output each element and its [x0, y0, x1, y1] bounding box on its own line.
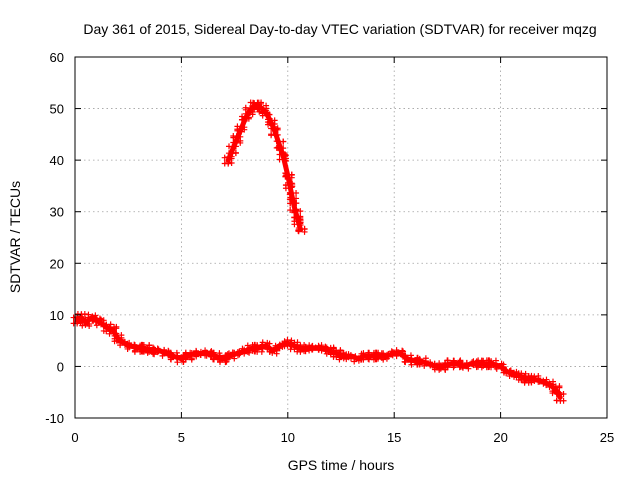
x-tick-label: 10 [281, 430, 295, 445]
data-point [230, 133, 237, 140]
data-point [521, 379, 528, 386]
x-axis-title: GPS time / hours [288, 457, 395, 473]
data-point [100, 327, 107, 334]
data-point [79, 322, 86, 329]
data-point [268, 131, 275, 138]
data-point [291, 221, 298, 228]
data-point [273, 350, 280, 357]
data-point [280, 138, 287, 145]
data-point [232, 150, 239, 157]
x-tick-label: 20 [493, 430, 507, 445]
data-point [221, 160, 228, 167]
data-point [256, 108, 263, 115]
data-point [188, 356, 195, 363]
data-point [174, 359, 181, 366]
x-tick-label: 0 [71, 430, 78, 445]
series-arc-2 [221, 99, 308, 235]
data-point [259, 112, 266, 119]
data-point [287, 207, 294, 214]
x-tick-label: 5 [178, 430, 185, 445]
data-point [234, 123, 241, 130]
data-point [408, 361, 415, 368]
plot-frame [74, 56, 608, 419]
data-point [70, 320, 77, 327]
y-axis-title: SDTVAR / TECUs [7, 181, 23, 293]
data-point [113, 323, 120, 330]
y-tick-label: 30 [50, 205, 64, 220]
data-point [553, 397, 560, 404]
data-point [560, 397, 567, 404]
y-tick-label: 10 [50, 308, 64, 323]
y-tick-label: 0 [57, 359, 64, 374]
data-point [337, 347, 344, 354]
series-trace [74, 314, 563, 400]
series-arc-1 [70, 310, 567, 404]
grid [74, 56, 608, 419]
y-tick-label: 20 [50, 256, 64, 271]
data-point [70, 314, 77, 321]
axis-ticks: 0 5 10 15 20 25 -10 0 10 20 30 40 50 60 [45, 50, 614, 445]
data-point [297, 208, 304, 215]
data-point [237, 139, 244, 146]
data-point [86, 323, 93, 330]
x-tick-label: 15 [387, 430, 401, 445]
data-point [293, 190, 300, 197]
data-point [85, 311, 92, 318]
data-point [217, 359, 223, 366]
data-point [111, 338, 118, 345]
y-tick-label: 40 [50, 153, 64, 168]
y-tick-label: 50 [50, 102, 64, 117]
data-points [70, 99, 567, 404]
data-point [263, 102, 270, 109]
series-trace [225, 103, 304, 233]
y-tick-label: 60 [50, 50, 64, 65]
data-point [336, 356, 343, 363]
data-point [287, 346, 294, 353]
y-tick-label: -10 [45, 411, 64, 426]
chart-title: Day 361 of 2015, Sidereal Day-to-day VTE… [83, 21, 596, 37]
data-point [118, 332, 125, 339]
x-tick-label: 25 [600, 430, 614, 445]
